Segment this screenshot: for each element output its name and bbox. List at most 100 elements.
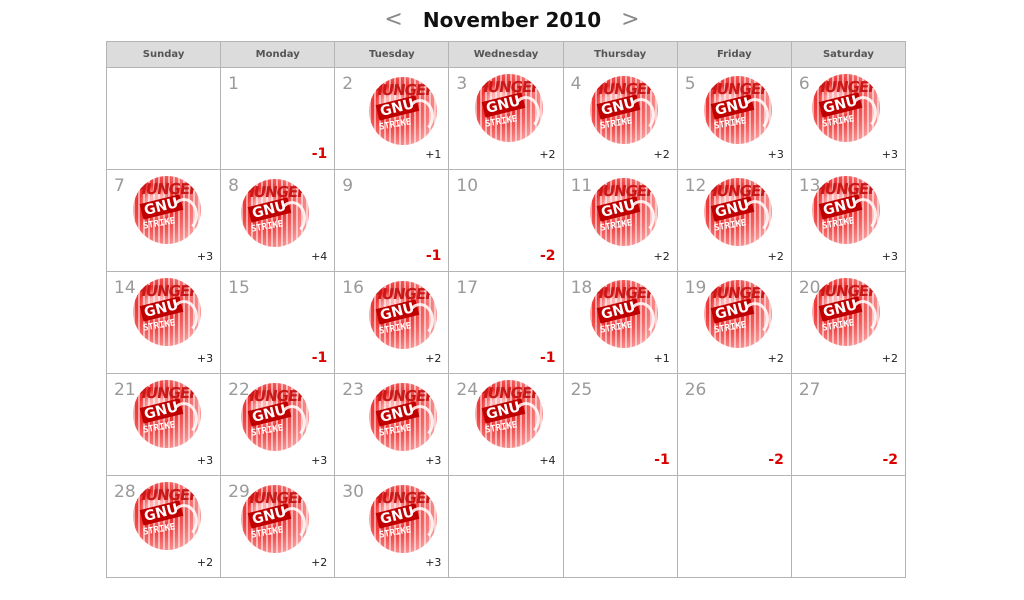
day-score: +3 (196, 352, 214, 365)
badge-top-text: HUNGER (133, 180, 201, 198)
day-cell[interactable]: 27 -2 (790, 373, 907, 476)
badge-swirl-icon (626, 302, 655, 336)
hunger-gnu-strike-badge-icon: HUNGER GNU STRIKE (811, 176, 880, 244)
next-month-button[interactable]: > (621, 7, 640, 32)
badge-top-text: HUNGER (475, 384, 544, 402)
badge-top-text: HUNGER (369, 489, 438, 507)
day-score: +2 (653, 250, 670, 263)
week-row: 28 HUNGER GNU STRIKE +2 29 HUNGER GNU STRIKE +2 30… (105, 475, 907, 578)
hunger-gnu-strike-badge-icon: HUNGER GNU STRIKE (241, 485, 310, 553)
week-row: 1 -1 2 HUNGER GNU STRIKE +1 3 HUNGER GNU STRIKE +2 4… (105, 67, 907, 170)
day-number: 12 (684, 176, 707, 196)
day-cell[interactable]: 23 HUNGER GNU STRIKE +3 (334, 373, 450, 476)
day-score: +4 (311, 250, 328, 263)
day-cell[interactable]: 26 -2 (676, 373, 792, 476)
day-cell[interactable]: 17 -1 (448, 271, 564, 374)
day-cell[interactable]: 14 HUNGER GNU STRIKE +3 (105, 271, 222, 374)
day-number: 1 (228, 74, 239, 94)
day-score: -1 (311, 146, 328, 162)
badge-swirl-icon (278, 507, 307, 541)
badge-swirl-icon (626, 200, 655, 234)
day-number: 16 (342, 278, 364, 298)
day-number: 28 (114, 482, 136, 502)
day-cell[interactable]: 22 HUNGER GNU STRIKE +3 (220, 373, 336, 476)
day-score: +3 (311, 454, 328, 467)
hunger-gnu-strike-badge-icon: HUNGER GNU STRIKE (369, 281, 438, 349)
day-score: +4 (539, 454, 556, 467)
day-cell[interactable]: 5 HUNGER GNU STRIKE +3 (676, 67, 792, 170)
badge-swirl-icon (626, 98, 655, 132)
hunger-gnu-strike-badge-icon: HUNGER GNU STRIKE (133, 482, 201, 550)
day-cell[interactable]: 13 HUNGER GNU STRIKE +3 (790, 169, 907, 272)
day-score: -1 (425, 248, 442, 264)
weekday-header: Thursday (562, 41, 678, 68)
day-score: +3 (196, 250, 214, 263)
day-number: 6 (798, 74, 810, 94)
day-cell[interactable]: 29 HUNGER GNU STRIKE +2 (220, 475, 336, 578)
weekday-header: Tuesday (334, 41, 450, 68)
day-cell[interactable]: 21 HUNGER GNU STRIKE +3 (105, 373, 222, 476)
day-cell[interactable]: 15 -1 (220, 271, 336, 374)
day-number: 19 (684, 278, 707, 298)
day-cell[interactable]: 10 -2 (448, 169, 564, 272)
day-cell[interactable]: 7 HUNGER GNU STRIKE +3 (105, 169, 222, 272)
hunger-gnu-strike-badge-icon: HUNGER GNU STRIKE (703, 76, 772, 144)
day-cell[interactable]: 1 -1 (220, 67, 336, 170)
badge-top-text: HUNGER (369, 387, 438, 405)
badge-top-text: HUNGER (703, 80, 772, 98)
day-score: +2 (767, 352, 784, 365)
badge-swirl-icon (278, 201, 307, 235)
day-score: +2 (767, 250, 784, 263)
badge-top-text: HUNGER (811, 180, 880, 198)
day-cell[interactable]: 4 HUNGER GNU STRIKE +2 (562, 67, 678, 170)
badge-swirl-icon (278, 405, 307, 439)
badge-top-text: HUNGER (133, 384, 201, 402)
day-cell[interactable]: 11 HUNGER GNU STRIKE +2 (562, 169, 678, 272)
badge-swirl-icon (406, 303, 435, 337)
weekday-header: Saturday (790, 41, 907, 68)
hunger-gnu-strike-badge-icon: HUNGER GNU STRIKE (811, 74, 880, 142)
day-score: +1 (653, 352, 670, 365)
day-cell[interactable]: 9 -1 (334, 169, 450, 272)
day-cell[interactable]: 20 HUNGER GNU STRIKE +2 (790, 271, 907, 374)
badge-top-text: HUNGER (241, 387, 310, 405)
day-score: +1 (425, 148, 442, 161)
badge-top-text: HUNGER (589, 182, 658, 200)
day-cell[interactable]: 19 HUNGER GNU STRIKE +2 (676, 271, 792, 374)
day-cell[interactable]: 24 HUNGER GNU STRIKE +4 (448, 373, 564, 476)
day-cell[interactable]: 2 HUNGER GNU STRIKE +1 (334, 67, 450, 170)
hunger-gnu-strike-badge-icon: HUNGER GNU STRIKE (133, 380, 201, 448)
day-cell[interactable]: 30 HUNGER GNU STRIKE +3 (334, 475, 450, 578)
day-cell[interactable]: 16 HUNGER GNU STRIKE +2 (334, 271, 450, 374)
day-cell[interactable]: 6 HUNGER GNU STRIKE +3 (790, 67, 907, 170)
day-number: 18 (570, 278, 593, 298)
day-number: 23 (342, 380, 364, 400)
badge-swirl-icon (740, 200, 769, 234)
day-number: 2 (342, 74, 354, 94)
day-score: +2 (196, 556, 214, 569)
day-number: 13 (798, 176, 821, 196)
badge-swirl-icon (170, 402, 198, 436)
hunger-gnu-strike-badge-icon: HUNGER GNU STRIKE (703, 280, 772, 348)
prev-month-button[interactable]: < (384, 7, 403, 32)
badge-top-text: HUNGER (133, 282, 201, 300)
hunger-gnu-strike-badge-icon: HUNGER GNU STRIKE (589, 76, 658, 144)
hunger-gnu-strike-badge-icon: HUNGER GNU STRIKE (241, 179, 310, 247)
day-score: +3 (196, 454, 214, 467)
day-score: -1 (540, 350, 556, 366)
day-number: 29 (228, 482, 250, 502)
badge-swirl-icon (512, 96, 541, 130)
day-cell[interactable]: 3 HUNGER GNU STRIKE +2 (448, 67, 564, 170)
day-cell[interactable]: 12 HUNGER GNU STRIKE +2 (676, 169, 792, 272)
day-cell[interactable]: 25 -1 (562, 373, 678, 476)
badge-swirl-icon (740, 302, 769, 336)
day-number: 27 (798, 380, 821, 400)
weekday-header: Friday (676, 41, 792, 68)
day-cell[interactable]: 28 HUNGER GNU STRIKE +2 (105, 475, 222, 578)
hunger-gnu-strike-badge-icon: HUNGER GNU STRIKE (369, 77, 438, 145)
day-cell[interactable]: 18 HUNGER GNU STRIKE +1 (562, 271, 678, 374)
badge-top-text: HUNGER (133, 486, 201, 504)
day-cell[interactable]: 8 HUNGER GNU STRIKE +4 (220, 169, 336, 272)
day-number: 7 (114, 176, 125, 196)
badge-swirl-icon (406, 507, 435, 541)
